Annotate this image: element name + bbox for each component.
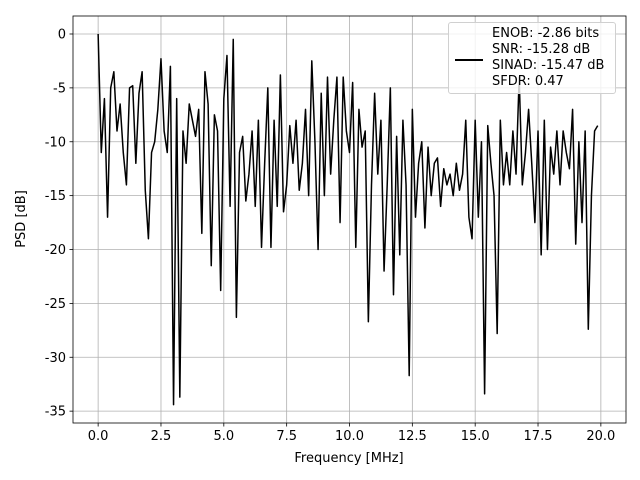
y-tick-label: -5 (53, 81, 66, 96)
plot-frame (72, 15, 627, 424)
legend-swatch (455, 59, 483, 61)
y-axis-label: PSD [dB] (14, 190, 29, 248)
x-tick-label: 7.5 (276, 429, 297, 444)
x-tick-label: 2.5 (151, 429, 172, 444)
y-tick-label: -20 (45, 243, 66, 258)
y-tick-label: -30 (45, 351, 66, 366)
x-tick-label: 17.5 (524, 429, 553, 444)
x-axis-label: Frequency [MHz] (294, 451, 403, 466)
y-tick-label: -15 (45, 189, 66, 204)
x-tick-label: 10.0 (335, 429, 364, 444)
y-tick-label: -25 (45, 297, 66, 312)
legend: ENOB: -2.86 bits SNR: -15.28 dB SINAD: -… (448, 22, 616, 94)
x-tick-label: 0.0 (88, 429, 109, 444)
x-tick-label: 20.0 (586, 429, 615, 444)
x-tick-label: 12.5 (398, 429, 427, 444)
data-line (97, 33, 599, 406)
y-tick-label: -35 (45, 405, 66, 420)
y-tick-label: -10 (45, 135, 66, 150)
y-tick-label: 0 (58, 27, 66, 42)
legend-label: ENOB: -2.86 bits SNR: -15.28 dB SINAD: -… (492, 26, 605, 89)
x-tick-label: 5.0 (213, 429, 234, 444)
x-tick-label: 15.0 (461, 429, 490, 444)
